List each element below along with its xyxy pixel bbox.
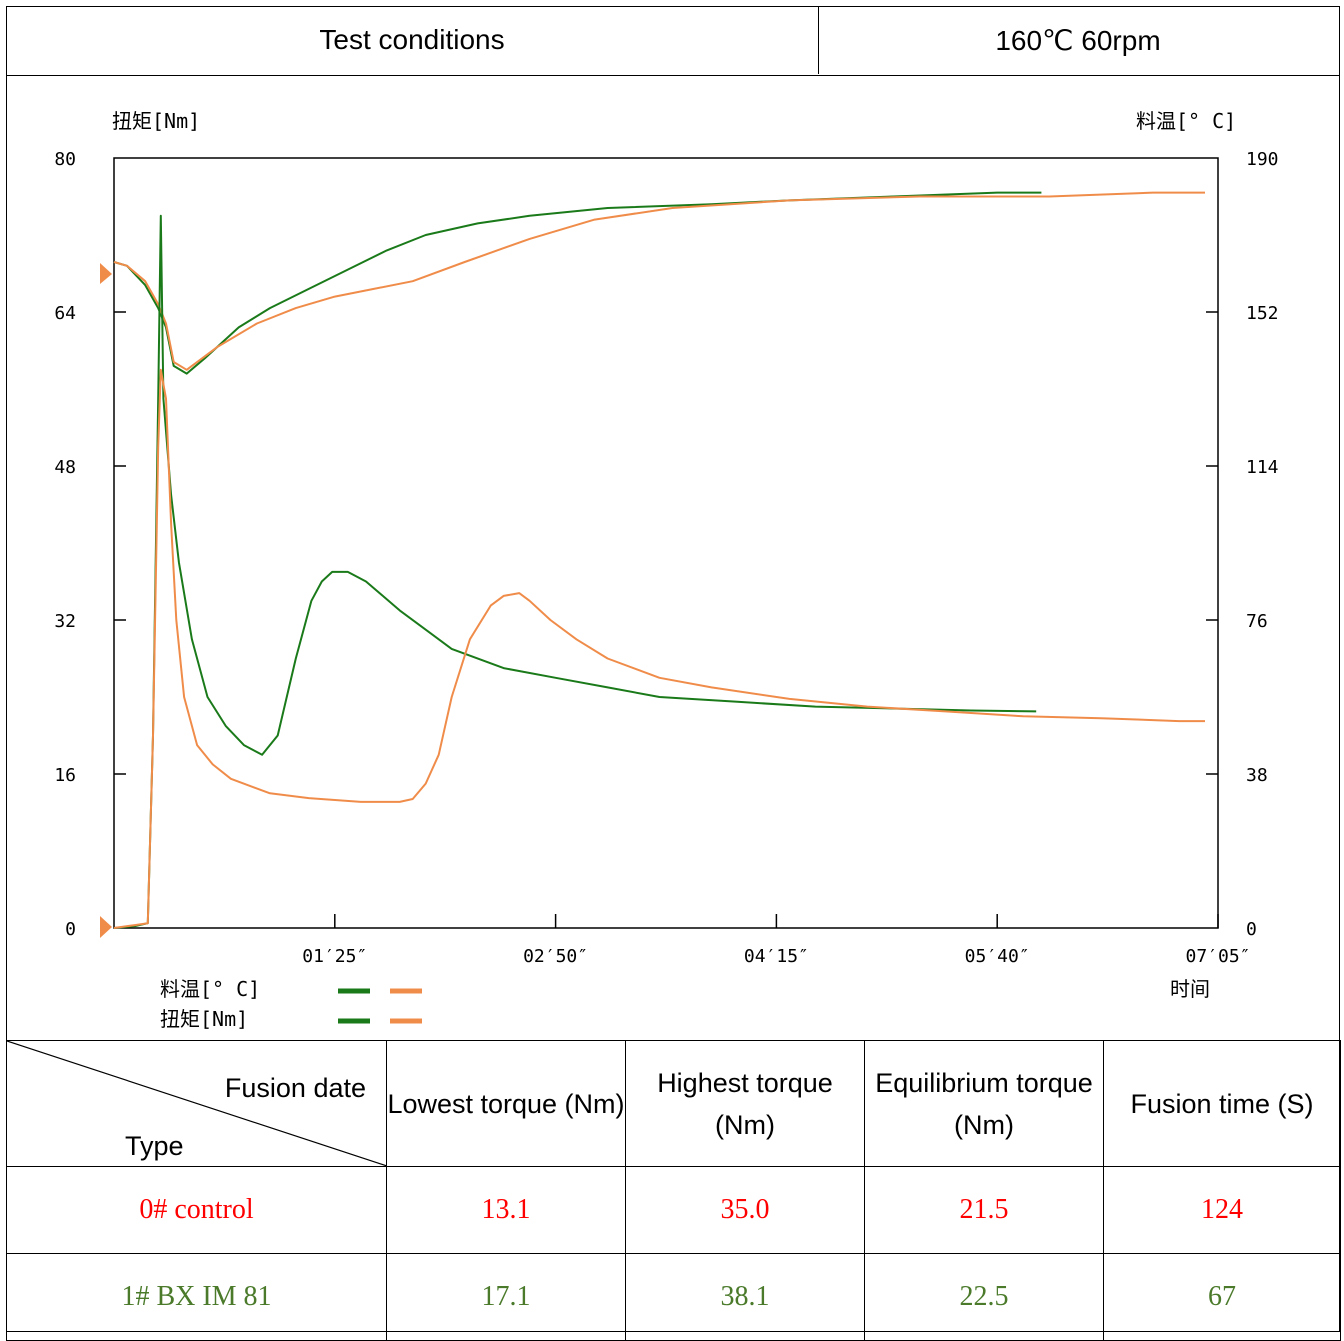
series-layer [113, 191, 1205, 929]
lowest-torque-cell: 13.1 [386, 1166, 626, 1254]
y-right-ticks: 190 152 114 76 38 0 [114, 149, 1279, 940]
temp-start-marker [100, 263, 112, 284]
y-left-axis-label: 扭矩[Nm] [112, 109, 200, 133]
header-highest-torque: Highest torque (Nm) [625, 1040, 865, 1167]
x-tick-label: 02′50″ [523, 946, 588, 967]
highest-torque-cell: 35.0 [625, 1166, 865, 1254]
test-conditions-label: Test conditions [6, 6, 819, 74]
equilibrium-torque-cell: 22.5 [864, 1253, 1104, 1341]
table-row: 0# control 13.1 35.0 21.5 124 [6, 1166, 1341, 1254]
corner-type-label: Type [125, 1131, 184, 1161]
header-equilibrium-torque: Equilibrium torque (Nm) [864, 1040, 1104, 1167]
green-torque-series-line [113, 214, 1037, 929]
y-left-tick-label: 0 [65, 919, 76, 940]
fusion-time-cell: 124 [1103, 1166, 1341, 1254]
rheometer-chart: 扭矩[Nm] 料温[° C] 80 64 48 32 16 0 190 152 114 76 38… [54, 109, 1279, 1031]
legend-torque-label: 扭矩[Nm] [160, 1007, 248, 1031]
y-left-tick-label: 32 [54, 611, 76, 632]
y-right-tick-label: 190 [1246, 149, 1279, 170]
y-left-ticks: 80 64 48 32 16 0 [54, 149, 76, 940]
header-lowest-torque: Lowest torque (Nm) [386, 1040, 626, 1167]
y-right-tick-label: 0 [1246, 919, 1257, 940]
table-corner-cell: Fusion date Type [6, 1040, 387, 1167]
y-left-tick-label: 48 [54, 457, 76, 478]
table-header-row: Fusion date Type Lowest torque (Nm) High… [6, 1040, 1341, 1167]
y-right-tick-label: 114 [1246, 457, 1279, 478]
lowest-torque-cell: 17.1 [386, 1253, 626, 1341]
y-right-tick-label: 38 [1246, 765, 1268, 786]
header-fusion-time: Fusion time (S) [1103, 1040, 1341, 1167]
x-tick-label: 01′25″ [302, 946, 367, 967]
table-row: 1# BX IM 81 17.1 38.1 22.5 67 [6, 1253, 1341, 1341]
test-conditions-value: 160℃ 60rpm [995, 24, 1161, 56]
x-tick-label: 07′05″ [1185, 946, 1250, 967]
legend-temp-label: 料温[° C] [160, 977, 260, 1001]
green-temperature-series-line [113, 191, 1042, 375]
orange-torque-series-line [113, 368, 1205, 929]
legend: 料温[° C] 扭矩[Nm] [160, 977, 422, 1031]
y-left-tick-label: 16 [54, 765, 76, 786]
torque-start-marker [100, 916, 112, 938]
equilibrium-torque-cell: 21.5 [864, 1166, 1104, 1254]
x-tick-label: 04′15″ [744, 946, 809, 967]
corner-fusion-date-label: Fusion date [224, 1073, 366, 1103]
y-left-tick-label: 80 [54, 149, 76, 170]
x-ticks: 01′25″ 02′50″ 04′15″ 05′40″ 07′05″ [302, 914, 1251, 967]
plot-area [113, 157, 1219, 929]
y-right-axis-label: 料温[° C] [1136, 109, 1236, 133]
orange-temperature-series-line [113, 191, 1205, 371]
x-tick-label: 05′40″ [965, 946, 1030, 967]
highest-torque-cell: 38.1 [625, 1253, 865, 1341]
test-conditions-row: Test conditions 160℃ 60rpm [6, 6, 1340, 76]
y-right-tick-label: 152 [1246, 303, 1279, 324]
y-left-tick-label: 64 [54, 303, 76, 324]
y-right-tick-label: 76 [1246, 611, 1268, 632]
row-type-cell: 1# BX IM 81 [6, 1253, 387, 1341]
fusion-table: Fusion date Type Lowest torque (Nm) High… [6, 1040, 1341, 1341]
x-axis-label: 时间 [1170, 977, 1210, 1001]
corner-diagonal-line [7, 1041, 387, 1166]
row-type-cell: 0# control [6, 1166, 387, 1254]
fusion-time-cell: 67 [1103, 1253, 1341, 1341]
